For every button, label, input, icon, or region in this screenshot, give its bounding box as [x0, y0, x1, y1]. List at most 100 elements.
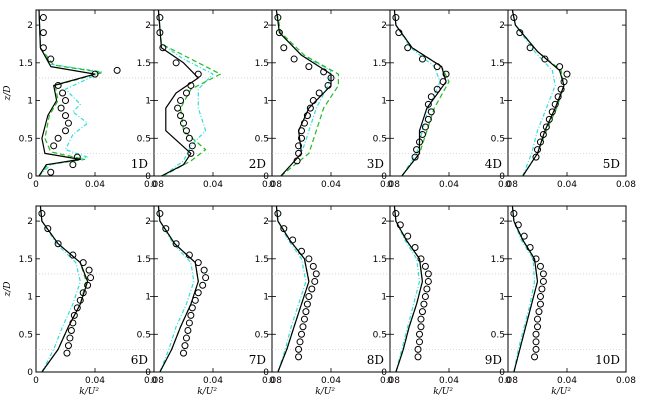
panel-data	[274, 10, 339, 176]
data-point-marker	[421, 293, 429, 301]
y-tick-label: 1	[145, 97, 151, 107]
data-point-marker	[194, 289, 202, 297]
y-tick-label: 1.5	[491, 59, 505, 69]
data-point-marker	[79, 259, 87, 267]
data-point-marker	[536, 138, 544, 146]
y-tick-label: 1.5	[491, 255, 505, 265]
data-point-marker	[560, 78, 568, 86]
data-point-marker	[539, 277, 547, 285]
data-point-marker	[69, 251, 77, 259]
y-tick-label: 0	[263, 368, 269, 378]
series-line-green	[275, 10, 339, 176]
y-tick-label: 1.5	[19, 255, 33, 265]
data-point-marker	[39, 29, 47, 37]
data-point-marker	[556, 63, 564, 71]
y-tick-label: 2	[145, 217, 151, 227]
x-tick-label: 0.08	[616, 376, 636, 386]
panel-data	[156, 10, 221, 176]
data-point-marker	[303, 300, 311, 308]
x-tick-label: 0	[387, 376, 393, 386]
panel-8D: 0 0.5 1 1.5 2 0 0.04 0.08 8D k/U²	[255, 205, 400, 397]
series-line-green	[157, 10, 221, 176]
data-point-marker	[531, 353, 539, 361]
data-point-marker	[536, 262, 544, 270]
data-point-marker	[300, 119, 308, 127]
y-tick-label: 2	[263, 21, 269, 31]
data-point-marker	[185, 319, 193, 327]
data-point-marker	[420, 300, 428, 308]
y-tick-label: 2	[263, 217, 269, 227]
data-point-marker	[298, 330, 305, 338]
y-tick-label: 1.5	[137, 59, 151, 69]
data-point-marker	[69, 319, 77, 327]
data-point-marker	[188, 142, 196, 150]
data-point-marker	[113, 66, 121, 74]
data-point-marker	[427, 93, 435, 101]
data-point-marker	[541, 55, 549, 63]
panel-6D: 0 0.5 1 1.5 2 0 0.04 0.08 6D z/D k/U²	[3, 205, 164, 397]
data-point-marker	[79, 289, 87, 297]
data-point-marker	[73, 153, 81, 161]
data-point-marker	[305, 293, 313, 301]
data-point-marker	[418, 55, 426, 63]
data-point-marker	[156, 14, 164, 22]
data-point-marker	[423, 285, 431, 293]
data-point-marker	[416, 338, 423, 346]
data-point-marker	[202, 274, 210, 282]
panel-frame	[35, 9, 155, 177]
data-point-marker	[424, 270, 432, 278]
x-axis-label: k/U²	[551, 387, 571, 397]
panel-frame	[153, 205, 273, 373]
y-tick-label: 2	[499, 21, 505, 31]
data-point-marker	[532, 255, 540, 263]
data-point-marker	[194, 70, 202, 78]
data-point-marker	[414, 353, 422, 361]
x-tick-label: 0.04	[321, 180, 341, 190]
panel-frame	[271, 9, 391, 177]
data-point-marker	[526, 44, 534, 52]
y-tick-label: 0	[27, 172, 33, 182]
data-point-marker	[327, 74, 335, 82]
data-point-marker	[54, 81, 62, 89]
data-point-marker	[296, 338, 304, 346]
data-point-marker	[424, 115, 432, 123]
x-tick-label: 0.08	[498, 376, 518, 386]
data-point-marker	[295, 149, 303, 157]
panel-label: 1D	[131, 157, 148, 171]
x-axis-label: k/U²	[79, 387, 99, 397]
y-tick-label: 0	[263, 172, 269, 182]
data-point-marker	[184, 327, 192, 334]
x-tick-label: 0.08	[616, 180, 636, 190]
data-point-marker	[416, 138, 423, 146]
x-tick-label: 0	[505, 376, 511, 386]
data-point-marker	[532, 345, 540, 353]
data-point-marker	[187, 149, 195, 157]
x-tick-label: 0.08	[380, 180, 400, 190]
data-point-marker	[534, 323, 541, 331]
data-point-marker	[199, 281, 207, 289]
y-tick-label: 0.5	[373, 330, 387, 340]
data-point-marker	[421, 123, 429, 131]
data-point-marker	[404, 232, 412, 240]
y-tick-label: 1	[381, 97, 387, 107]
data-point-marker	[62, 127, 69, 135]
series-line-black	[275, 206, 310, 372]
panel-data	[156, 206, 210, 372]
data-point-marker	[311, 277, 319, 285]
data-point-marker	[274, 210, 282, 218]
data-point-marker	[305, 255, 313, 263]
x-tick-label: 0.04	[203, 180, 223, 190]
panel-data	[38, 10, 121, 176]
y-tick-label: 0.5	[373, 134, 387, 144]
data-point-marker	[182, 89, 190, 97]
panel-data	[274, 206, 320, 372]
data-point-marker	[182, 127, 190, 135]
series-line-cyan	[38, 10, 103, 176]
data-point-marker	[64, 342, 72, 350]
x-tick-label: 0	[505, 180, 511, 190]
panel-data	[38, 206, 95, 372]
data-point-marker	[421, 262, 429, 270]
y-tick-label: 2	[381, 21, 387, 31]
panel-label: 7D	[249, 353, 266, 367]
panel-label: 8D	[367, 353, 384, 367]
